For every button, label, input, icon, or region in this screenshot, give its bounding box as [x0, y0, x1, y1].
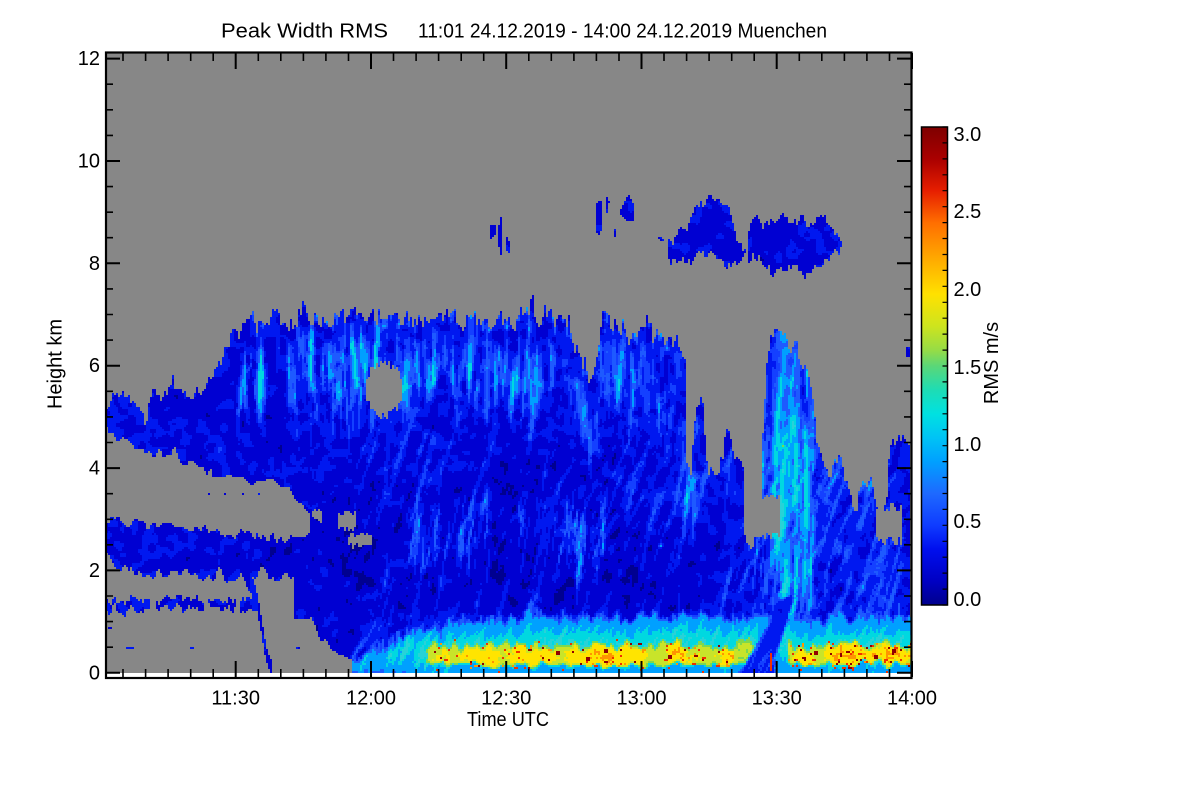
svg-text:1.0: 1.0 [954, 434, 982, 456]
svg-text:11:30: 11:30 [211, 688, 260, 710]
svg-text:10: 10 [78, 151, 100, 173]
svg-text:2.5: 2.5 [954, 201, 982, 223]
svg-text:2: 2 [89, 560, 100, 582]
svg-text:12: 12 [78, 48, 100, 70]
svg-text:8: 8 [89, 253, 100, 275]
svg-text:RMS m/s: RMS m/s [981, 322, 1003, 404]
svg-text:13:30: 13:30 [752, 688, 802, 710]
svg-text:11:01 24.12.2019 - 14:00 24.12: 11:01 24.12.2019 - 14:00 24.12.2019 Muen… [418, 21, 827, 43]
svg-text:12:00: 12:00 [346, 688, 396, 710]
svg-text:2.0: 2.0 [954, 279, 982, 301]
svg-text:3.0: 3.0 [954, 124, 982, 146]
svg-text:14:00: 14:00 [887, 688, 937, 710]
svg-text:Height km: Height km [45, 319, 67, 409]
svg-text:1.5: 1.5 [954, 357, 982, 379]
svg-text:Peak Width RMS: Peak Width RMS [221, 21, 388, 43]
svg-text:13:00: 13:00 [616, 688, 666, 710]
svg-text:0.5: 0.5 [954, 511, 982, 533]
svg-text:4: 4 [89, 458, 100, 480]
svg-text:0.0: 0.0 [954, 589, 982, 611]
svg-text:Time UTC: Time UTC [467, 709, 549, 731]
svg-text:6: 6 [89, 355, 100, 377]
svg-text:12:30: 12:30 [481, 688, 531, 710]
svg-text:0: 0 [89, 662, 100, 684]
